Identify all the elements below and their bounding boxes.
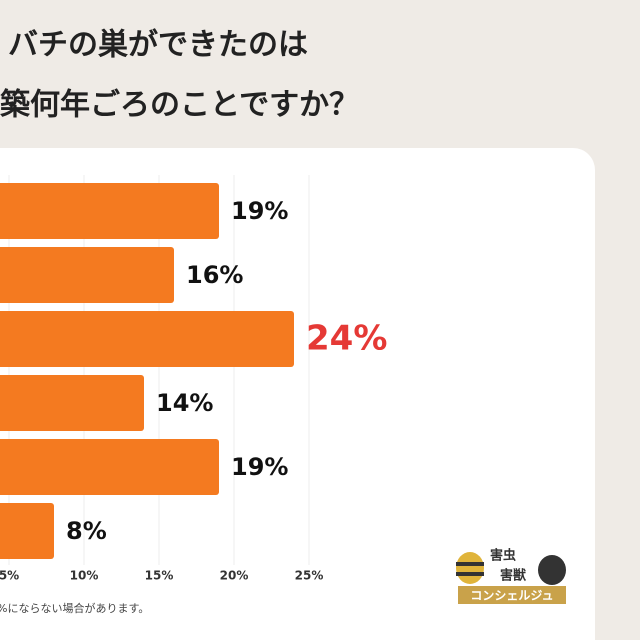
bar [0, 311, 294, 367]
logo-text: 害虫 [490, 548, 516, 564]
bar [0, 183, 219, 239]
logo-stripe [456, 572, 484, 576]
logo-stripe [456, 562, 484, 566]
logo-bee [456, 552, 484, 584]
bar [0, 375, 144, 431]
logo-animal [538, 555, 566, 585]
logo-text: 害獣 [500, 568, 527, 584]
bar [0, 503, 54, 559]
value-label: 16% [186, 261, 243, 289]
title-line: バチの巣ができたのは [8, 28, 308, 63]
title-line: 築何年ごろのことですか？ [0, 88, 359, 123]
value-label: 19% [231, 453, 288, 481]
x-tick-label: 20% [220, 569, 249, 583]
logo-text: コンシェルジュ [470, 589, 553, 603]
x-tick-label: 5% [0, 569, 19, 583]
value-label: 24% [306, 319, 387, 359]
logo-banner [458, 586, 566, 604]
x-tick-label: 10% [70, 569, 99, 583]
x-tick-label: 25% [295, 569, 324, 583]
x-tick-label: 15% [145, 569, 174, 583]
logo: 害虫 害獣 コンシェルジュ [456, 548, 566, 604]
value-label: 8% [66, 517, 107, 545]
bar [0, 247, 174, 303]
bar [0, 439, 219, 495]
footnote: %にならない場合があります。 [0, 601, 149, 615]
value-label: 14% [156, 389, 213, 417]
value-label: 19% [231, 197, 288, 225]
